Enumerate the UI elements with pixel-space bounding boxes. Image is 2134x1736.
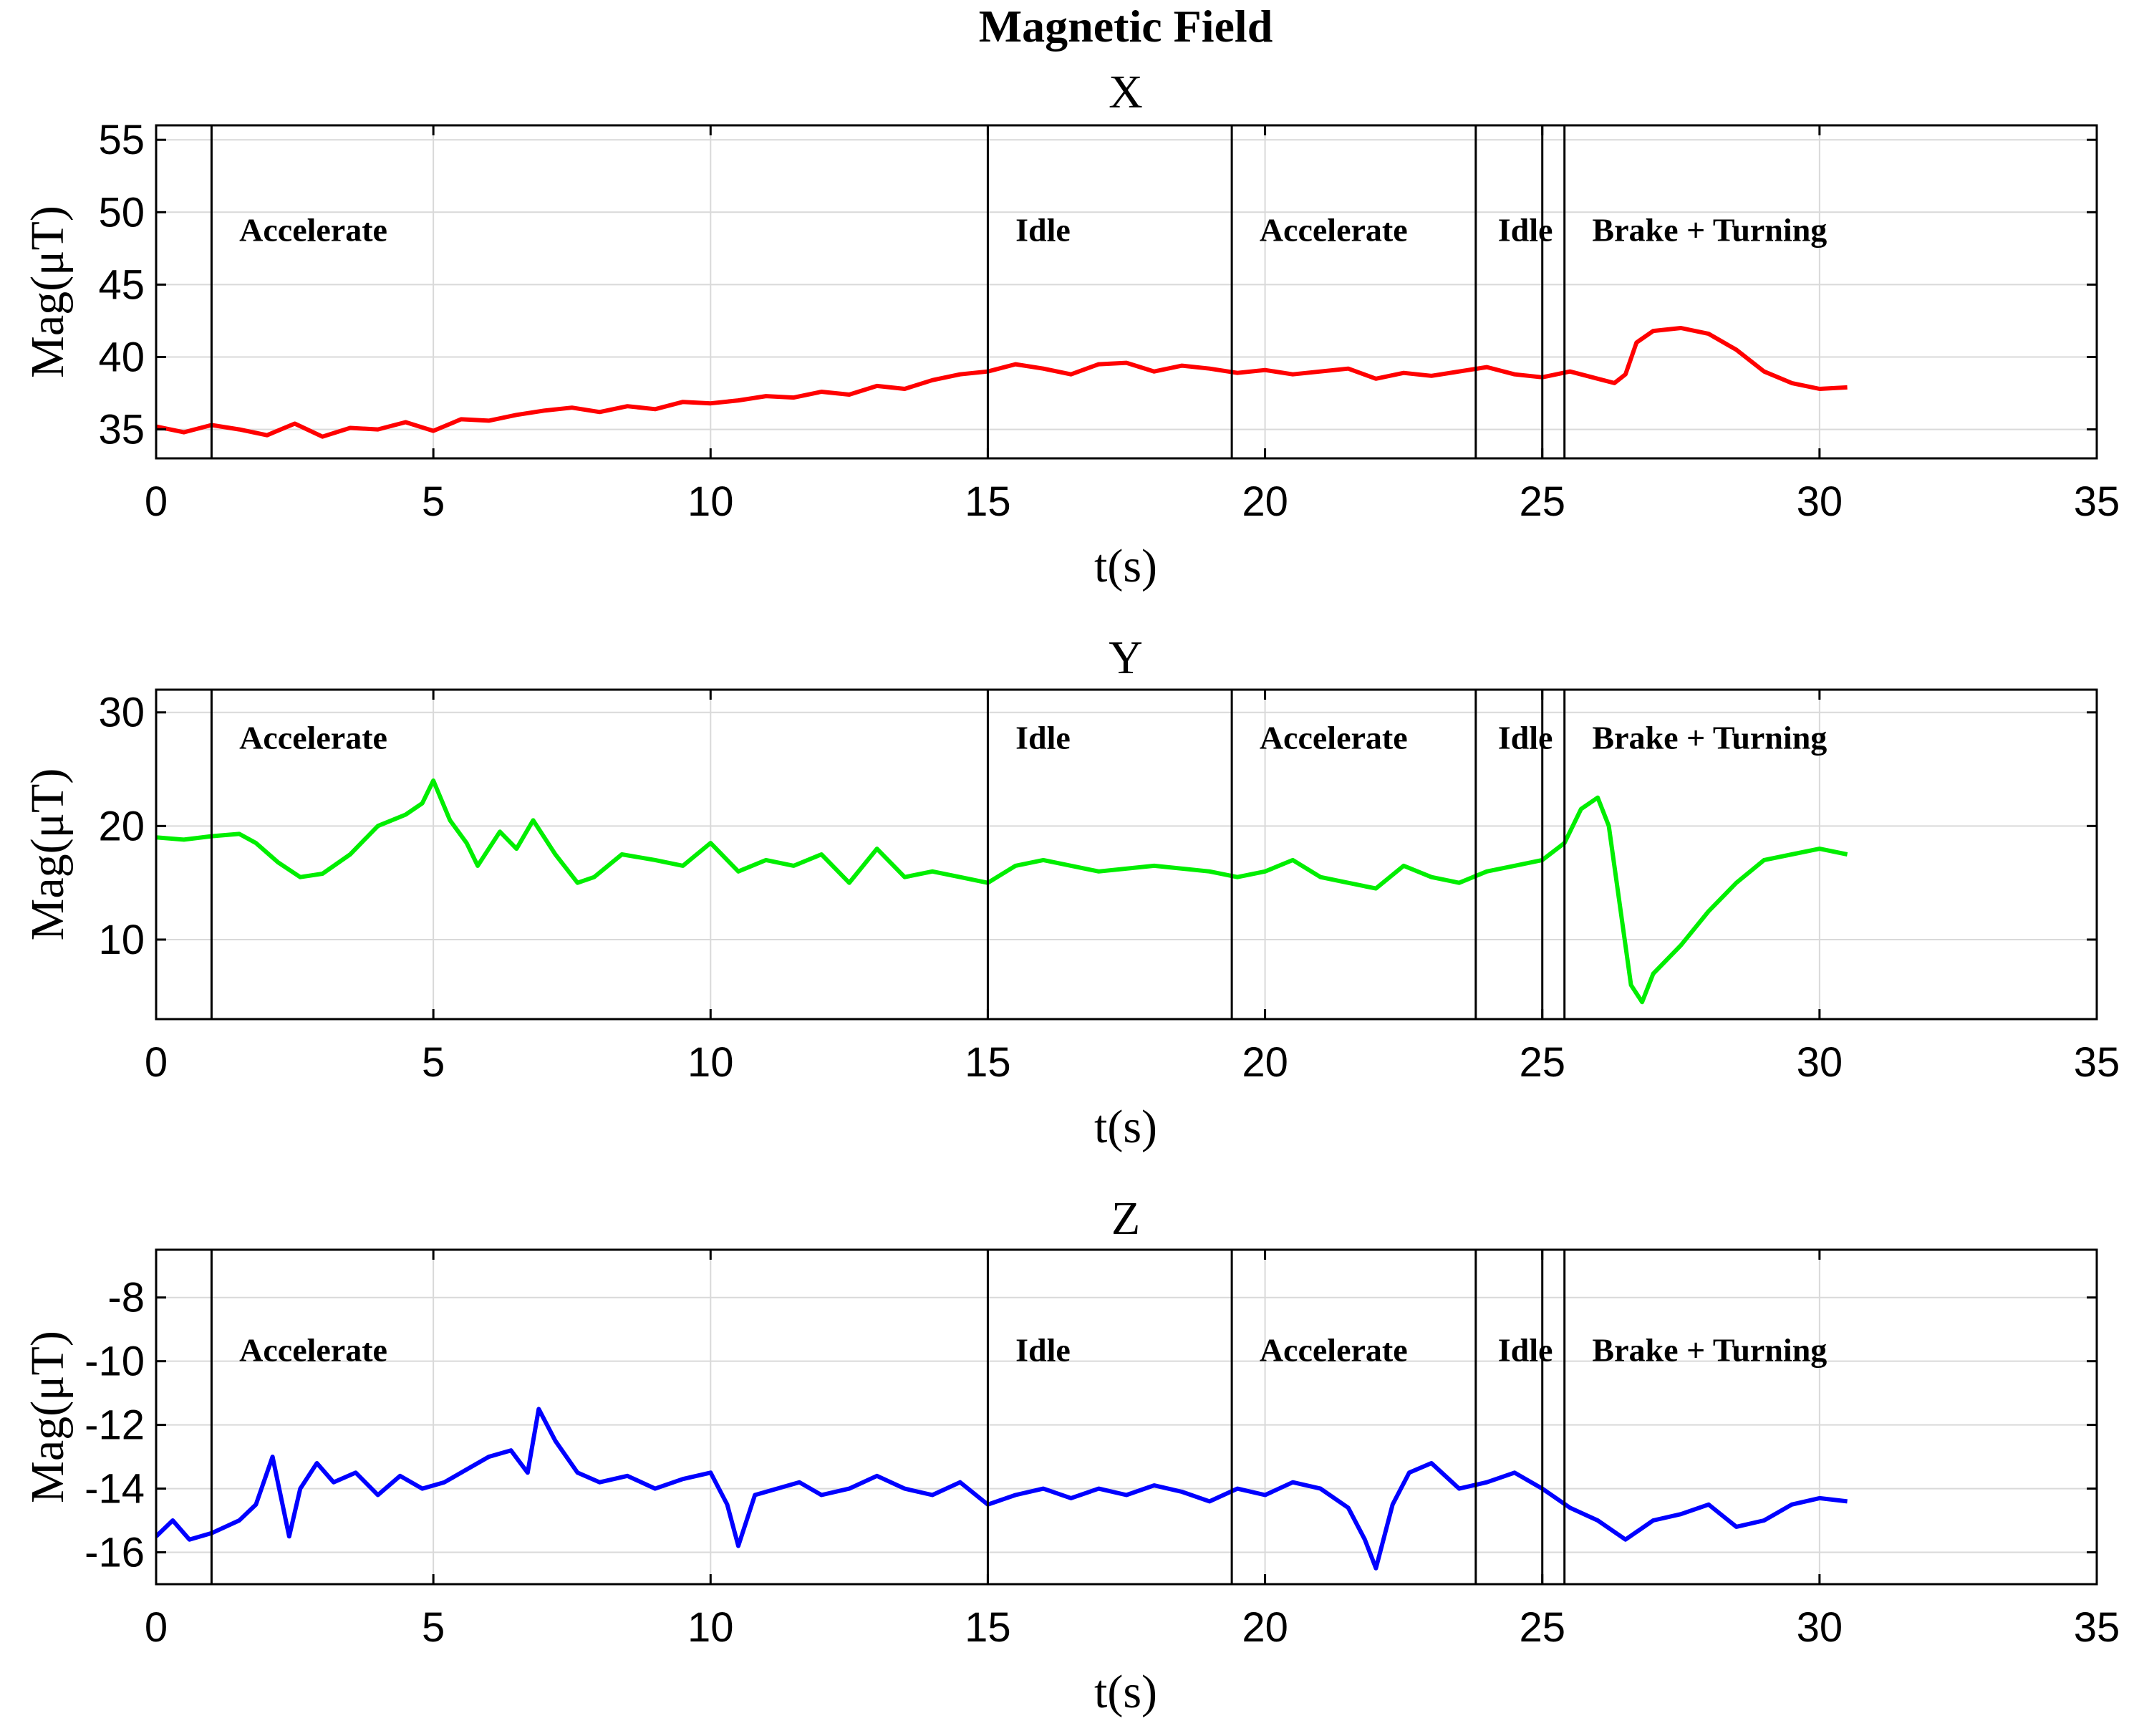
x-tick-label: 30 xyxy=(1797,478,1843,525)
x-tick-label: 30 xyxy=(1797,1039,1843,1086)
y-tick-label: 55 xyxy=(98,117,145,163)
y-tick-label: 45 xyxy=(98,261,145,308)
y-tick-label: 20 xyxy=(98,803,145,849)
x-tick-label: 15 xyxy=(965,1604,1011,1651)
x-tick-label: 10 xyxy=(687,1039,734,1086)
x-tick-label: 25 xyxy=(1519,1039,1565,1086)
phase-label: Accelerate xyxy=(239,719,387,756)
y-tick-label: 50 xyxy=(98,189,145,236)
panel-z-frame xyxy=(155,1248,2098,1586)
x-tick-label: 5 xyxy=(422,1604,445,1651)
phase-label: Idle xyxy=(1015,1332,1071,1369)
phase-label: Idle xyxy=(1498,719,1553,756)
phase-label: Brake + Turning xyxy=(1592,719,1827,756)
y-axis-label: Mag(μT) xyxy=(21,1331,74,1503)
phase-label: Accelerate xyxy=(239,212,387,249)
panel-z-series-line xyxy=(156,1407,1848,1571)
phase-label: Idle xyxy=(1015,212,1071,249)
y-tick-label: -14 xyxy=(85,1466,145,1513)
x-tick-label: 10 xyxy=(687,478,734,525)
phase-label: Idle xyxy=(1498,1332,1553,1369)
x-axis-label: t(s) xyxy=(1094,1101,1157,1153)
panel-y-title: Y xyxy=(1109,632,1143,684)
x-tick-label: 35 xyxy=(2074,1604,2120,1651)
subplot-panels: Accelerate Idle Accelerate Idle Brake + Turn… xyxy=(21,66,2120,1718)
x-tick-label: 15 xyxy=(965,478,1011,525)
panel-z-title: Z xyxy=(1111,1192,1140,1245)
y-tick-label: 40 xyxy=(98,334,145,380)
x-axis-label: t(s) xyxy=(1094,540,1157,592)
x-axis-label: t(s) xyxy=(1094,1666,1157,1718)
panel-x: Accelerate Idle Accelerate Idle Brake + Turn… xyxy=(21,66,2120,592)
x-tick-label: 35 xyxy=(2074,478,2120,525)
x-tick-label: 5 xyxy=(422,1039,445,1086)
y-tick-label: -10 xyxy=(85,1339,145,1385)
y-tick-label: 35 xyxy=(98,407,145,453)
phase-label: Accelerate xyxy=(1260,1332,1408,1369)
x-tick-label: 15 xyxy=(965,1039,1011,1086)
panel-y-series-line xyxy=(156,778,1848,1005)
panel-z: Accelerate Idle Accelerate Idle Brake + Turn… xyxy=(21,1192,2120,1718)
panel-x-frame xyxy=(155,124,2098,460)
phase-label: Brake + Turning xyxy=(1592,212,1827,249)
phase-label: Idle xyxy=(1498,212,1553,249)
panel-x-series-line xyxy=(156,326,1848,439)
x-tick-label: 20 xyxy=(1242,1604,1288,1651)
phase-label: Accelerate xyxy=(239,1332,387,1369)
x-tick-label: 30 xyxy=(1797,1604,1843,1651)
y-tick-label: 30 xyxy=(98,690,145,736)
x-tick-label: 0 xyxy=(145,478,168,525)
panel-x-title: X xyxy=(1109,66,1143,118)
figure-title: Magnetic Field xyxy=(979,1,1273,52)
panel-y-frame xyxy=(155,688,2098,1021)
y-tick-label: -8 xyxy=(107,1275,145,1321)
x-tick-label: 25 xyxy=(1519,478,1565,525)
phase-label: Brake + Turning xyxy=(1592,1332,1827,1369)
y-axis-label: Mag(μT) xyxy=(21,206,74,378)
x-tick-label: 20 xyxy=(1242,478,1288,525)
x-tick-label: 10 xyxy=(687,1604,734,1651)
panel-y: Accelerate Idle Accelerate Idle Brake + Turn… xyxy=(21,632,2120,1153)
x-tick-label: 0 xyxy=(145,1039,168,1086)
x-tick-label: 0 xyxy=(145,1604,168,1651)
phase-label: Accelerate xyxy=(1260,212,1408,249)
x-tick-label: 20 xyxy=(1242,1039,1288,1086)
x-tick-label: 5 xyxy=(422,478,445,525)
x-tick-label: 35 xyxy=(2074,1039,2120,1086)
x-tick-label: 25 xyxy=(1519,1604,1565,1651)
y-tick-label: 10 xyxy=(98,917,145,963)
phase-label: Accelerate xyxy=(1260,719,1408,756)
y-tick-label: -12 xyxy=(85,1402,145,1449)
y-axis-label: Mag(μT) xyxy=(21,768,74,941)
phase-label: Idle xyxy=(1015,719,1071,756)
y-tick-label: -16 xyxy=(85,1530,145,1576)
